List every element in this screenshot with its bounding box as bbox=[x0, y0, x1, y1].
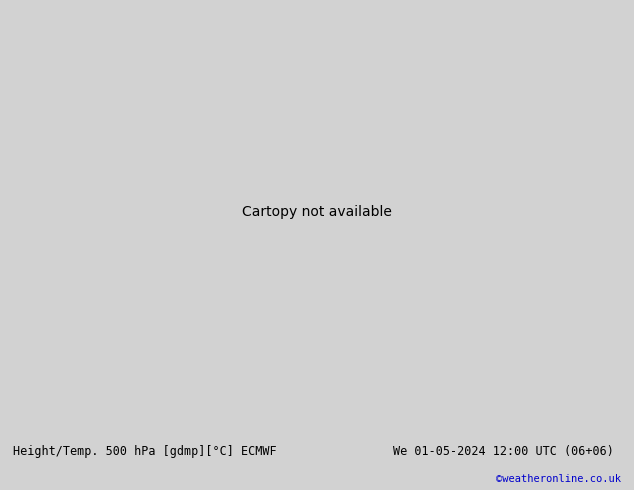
Text: ©weatheronline.co.uk: ©weatheronline.co.uk bbox=[496, 474, 621, 485]
Text: Height/Temp. 500 hPa [gdmp][°C] ECMWF: Height/Temp. 500 hPa [gdmp][°C] ECMWF bbox=[13, 445, 276, 458]
Text: We 01-05-2024 12:00 UTC (06+06): We 01-05-2024 12:00 UTC (06+06) bbox=[393, 445, 614, 458]
Text: Cartopy not available: Cartopy not available bbox=[242, 205, 392, 219]
